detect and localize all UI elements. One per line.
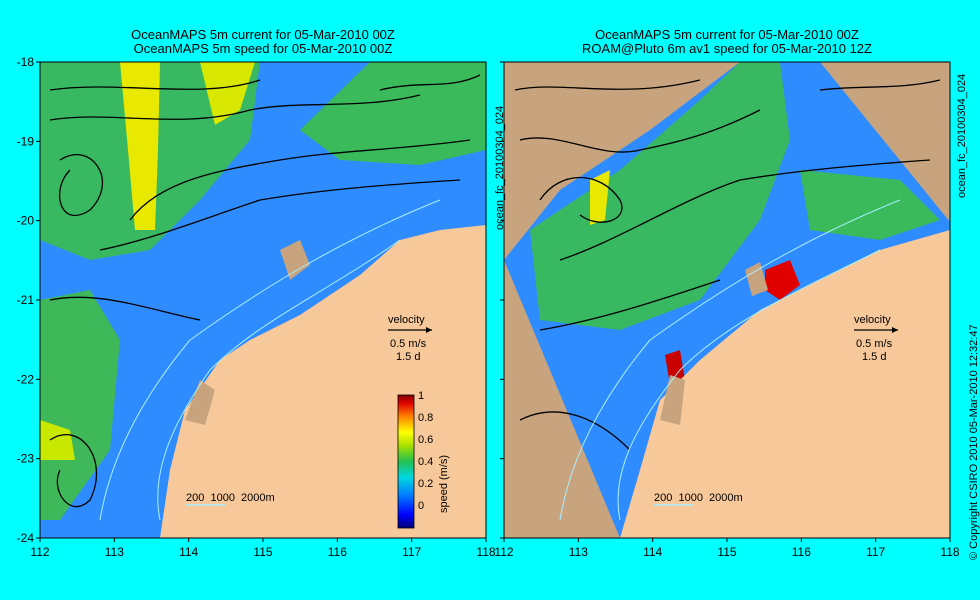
right-x-tick-label: 116 (792, 545, 811, 559)
right-x-tick-label: 118 (940, 545, 959, 559)
left-speed-patch (40, 420, 75, 460)
left-contour-legend: 200 1000 2000m (186, 492, 275, 506)
right-velocity-arrowhead (892, 327, 898, 333)
right-x-tick-label: 112 (494, 545, 513, 559)
left-island (185, 380, 215, 425)
left-velocity-legend: velocity 0.5 m/s 1.5 d (388, 314, 432, 363)
right-contour-legend-text: 200 1000 2000m (654, 492, 743, 504)
colorbar-tick-label: 0.4 (418, 456, 433, 468)
colorbar-tick-label: 0.8 (418, 412, 433, 424)
left-speed-patch (300, 62, 486, 165)
right-streamlines (514, 79, 941, 451)
right-land (620, 230, 950, 538)
left-side-label: ocean_fc_20100304_024 (494, 105, 506, 230)
y-tick-label: -18 (17, 55, 35, 69)
right-speed-patch (800, 170, 940, 240)
y-tick-label: -20 (17, 214, 35, 228)
left-x-tick-label: 116 (328, 545, 347, 559)
right-map (504, 62, 950, 538)
left-title-line2: OceanMAPS 5m speed for 05-Mar-2010 00Z (133, 41, 393, 56)
right-velocity-label: velocity (854, 314, 891, 326)
y-tick-label: -21 (17, 293, 35, 307)
axis-ticks: 112 113 114 115 116 117 118 -18 -19 -20 -21 -22 -23 -… (17, 55, 960, 559)
colorbar-gradient (397, 394, 415, 529)
left-map (40, 62, 486, 538)
left-velocity-days: 1.5 d (396, 351, 420, 363)
left-x-tick-label: 112 (30, 545, 49, 559)
right-x-tick-label: 114 (643, 545, 662, 559)
right-jet-high-speed (590, 170, 610, 225)
right-velocity-days: 1.5 d (862, 351, 886, 363)
left-streamlines (49, 74, 481, 508)
y-tick-label: -23 (17, 452, 35, 466)
right-title-line2: ROAM@Pluto 6m av1 speed for 05-Mar-2010 … (582, 41, 872, 56)
left-velocity-label: velocity (388, 314, 425, 326)
right-x-tick-label: 117 (866, 545, 885, 559)
left-bathymetry-contours (99, 199, 441, 521)
right-side-label: ocean_fc_20100304_024 (956, 73, 968, 198)
y-tick-label: -22 (17, 372, 35, 386)
left-x-tick-label: 113 (105, 545, 124, 559)
left-jet-high-speed (120, 62, 160, 230)
left-x-tick-label: 114 (179, 545, 198, 559)
colorbar-tick-label: 0.6 (418, 434, 433, 446)
right-speed-patch (530, 62, 790, 330)
left-velocity-arrowhead (426, 327, 432, 333)
left-x-tick-label: 118 (476, 545, 495, 559)
right-island (660, 375, 685, 425)
colorbar-ticks: 1 0.8 0.6 0.4 0.2 0 (418, 390, 433, 512)
colorbar: 1 0.8 0.6 0.4 0.2 0 speed (m/s) (397, 390, 450, 529)
right-x-tick-label: 113 (569, 545, 588, 559)
left-speed-patch (40, 290, 120, 520)
colorbar-tick-label: 0 (418, 500, 424, 512)
left-title-line1: OceanMAPS 5m current for 05-Mar-2010 00Z (131, 27, 395, 42)
left-x-tick-label: 115 (253, 545, 272, 559)
left-velocity-scale: 0.5 m/s (390, 338, 427, 350)
left-panel-title: OceanMAPS 5m current for 05-Mar-2010 00Z… (40, 28, 486, 56)
y-tick-label: -19 (17, 134, 35, 148)
left-jet-high-speed (200, 62, 255, 125)
left-island (280, 240, 310, 280)
right-bathymetry-contours (559, 199, 901, 521)
right-velocity-scale: 0.5 m/s (856, 338, 893, 350)
left-x-tick-label: 117 (402, 545, 421, 559)
right-title-line1: OceanMAPS 5m current for 05-Mar-2010 00Z (595, 27, 859, 42)
y-tick-label: -24 (17, 531, 35, 545)
right-panel-title: OceanMAPS 5m current for 05-Mar-2010 00Z… (504, 28, 950, 56)
right-island (745, 262, 768, 296)
right-velocity-legend: velocity 0.5 m/s 1.5 d (854, 314, 898, 363)
copyright-label: © Copyright CSIRO 2010 05-Mar-2010 12:32… (968, 324, 980, 560)
colorbar-tick-label: 0.2 (418, 478, 433, 490)
right-speed-hotspot (765, 260, 800, 300)
colorbar-tick-label: 1 (418, 390, 424, 402)
right-contour-legend: 200 1000 2000m (654, 492, 743, 506)
colorbar-label: speed (m/s) (438, 455, 450, 513)
left-contour-legend-text: 200 1000 2000m (186, 492, 275, 504)
right-x-tick-label: 115 (717, 545, 736, 559)
